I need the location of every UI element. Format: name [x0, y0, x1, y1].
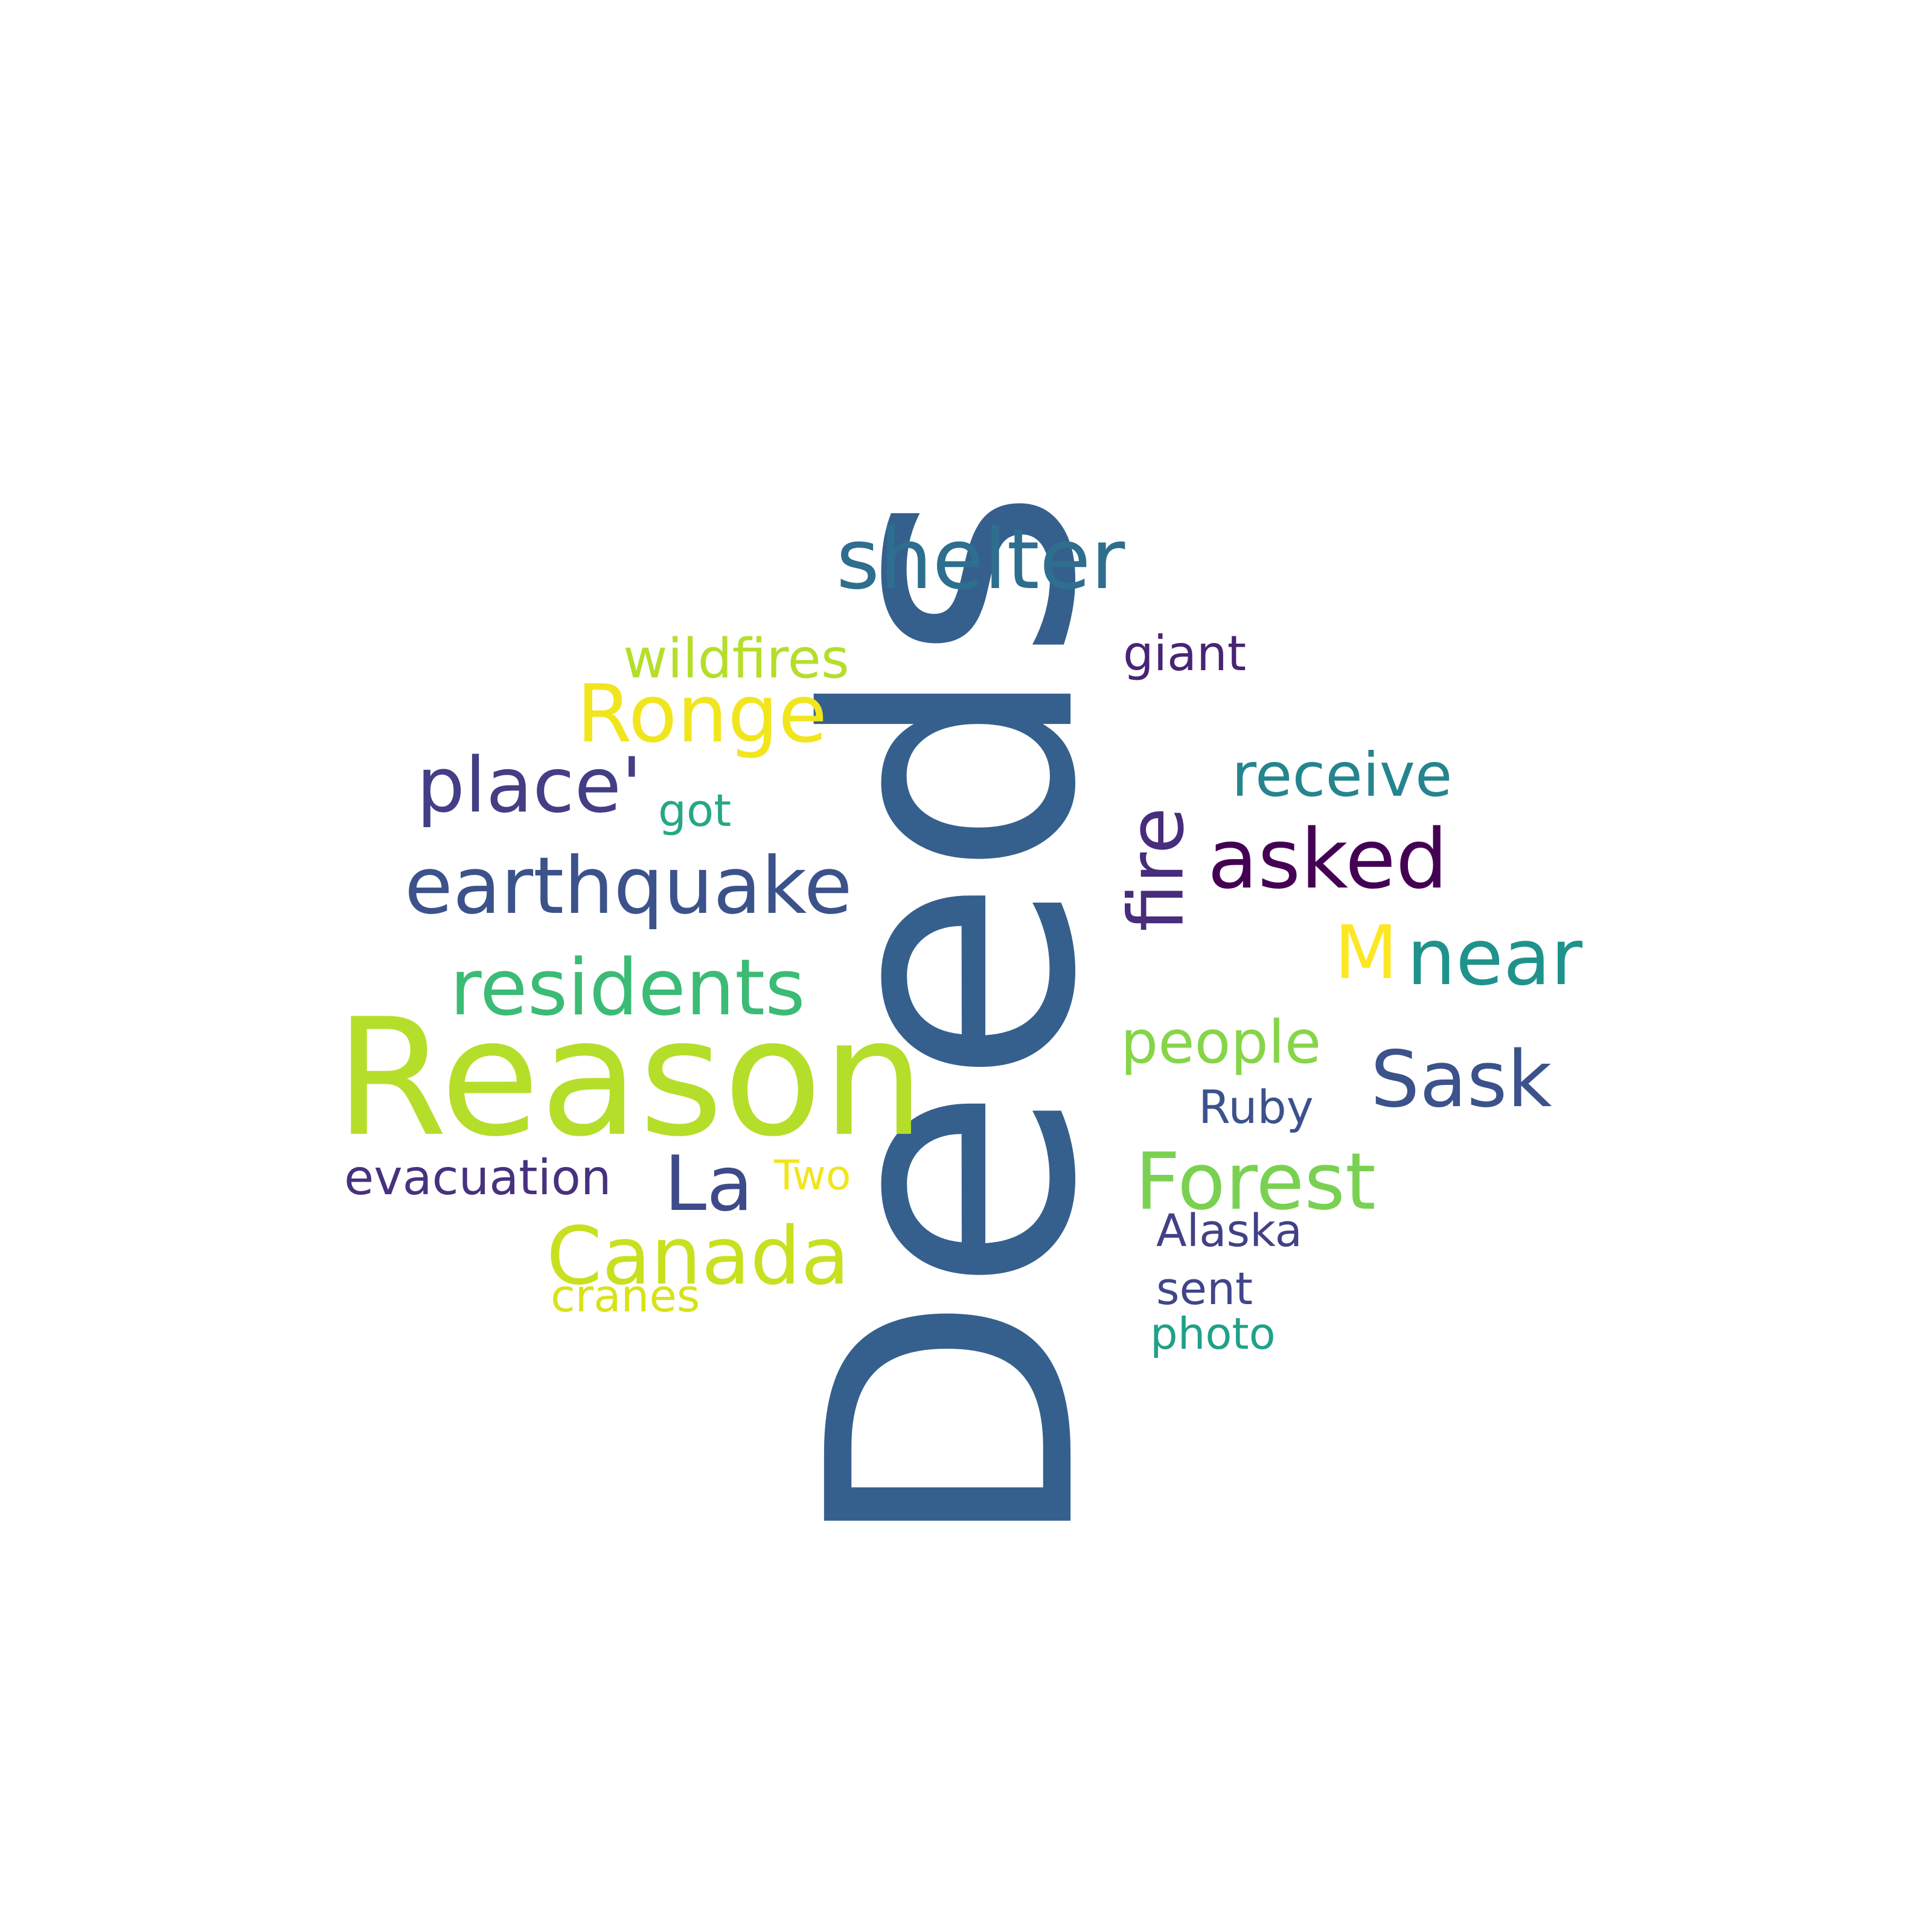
word-residents: residents [450, 943, 805, 1033]
word-sent: sent [1156, 1263, 1253, 1315]
word-sask: Sask [1371, 1035, 1552, 1125]
word-fire: fire [1112, 807, 1201, 932]
word-ruby: Ruby [1198, 1080, 1314, 1134]
word-cranes: cranes [551, 1270, 700, 1322]
word-near: near [1407, 913, 1582, 1003]
word-deeds: Deeds [757, 487, 1151, 1554]
word-giant: giant [1123, 625, 1246, 682]
word-canada: Canada [546, 1210, 849, 1303]
word-m: M [1334, 910, 1398, 996]
word-evacuation: evacuation [344, 1150, 612, 1206]
word-two: Two [773, 1152, 851, 1200]
word-place: place' [417, 741, 642, 830]
word-reason: Reason [335, 984, 925, 1172]
word-photo: photo [1150, 1308, 1276, 1359]
word-forest: Forest [1135, 1136, 1376, 1227]
word-people: people [1121, 1008, 1321, 1077]
word-ronge: Ronge [577, 668, 827, 761]
word-asked: asked [1208, 812, 1448, 907]
word-la: La [664, 1139, 753, 1228]
word-got: got [658, 785, 731, 837]
word-wildfires: wildfires [623, 627, 849, 691]
word-receive: receive [1232, 740, 1452, 810]
word-shelter: shelter [836, 511, 1125, 608]
word-earthquake: earthquake [405, 840, 852, 932]
word-alaska: Alaska [1156, 1205, 1302, 1257]
